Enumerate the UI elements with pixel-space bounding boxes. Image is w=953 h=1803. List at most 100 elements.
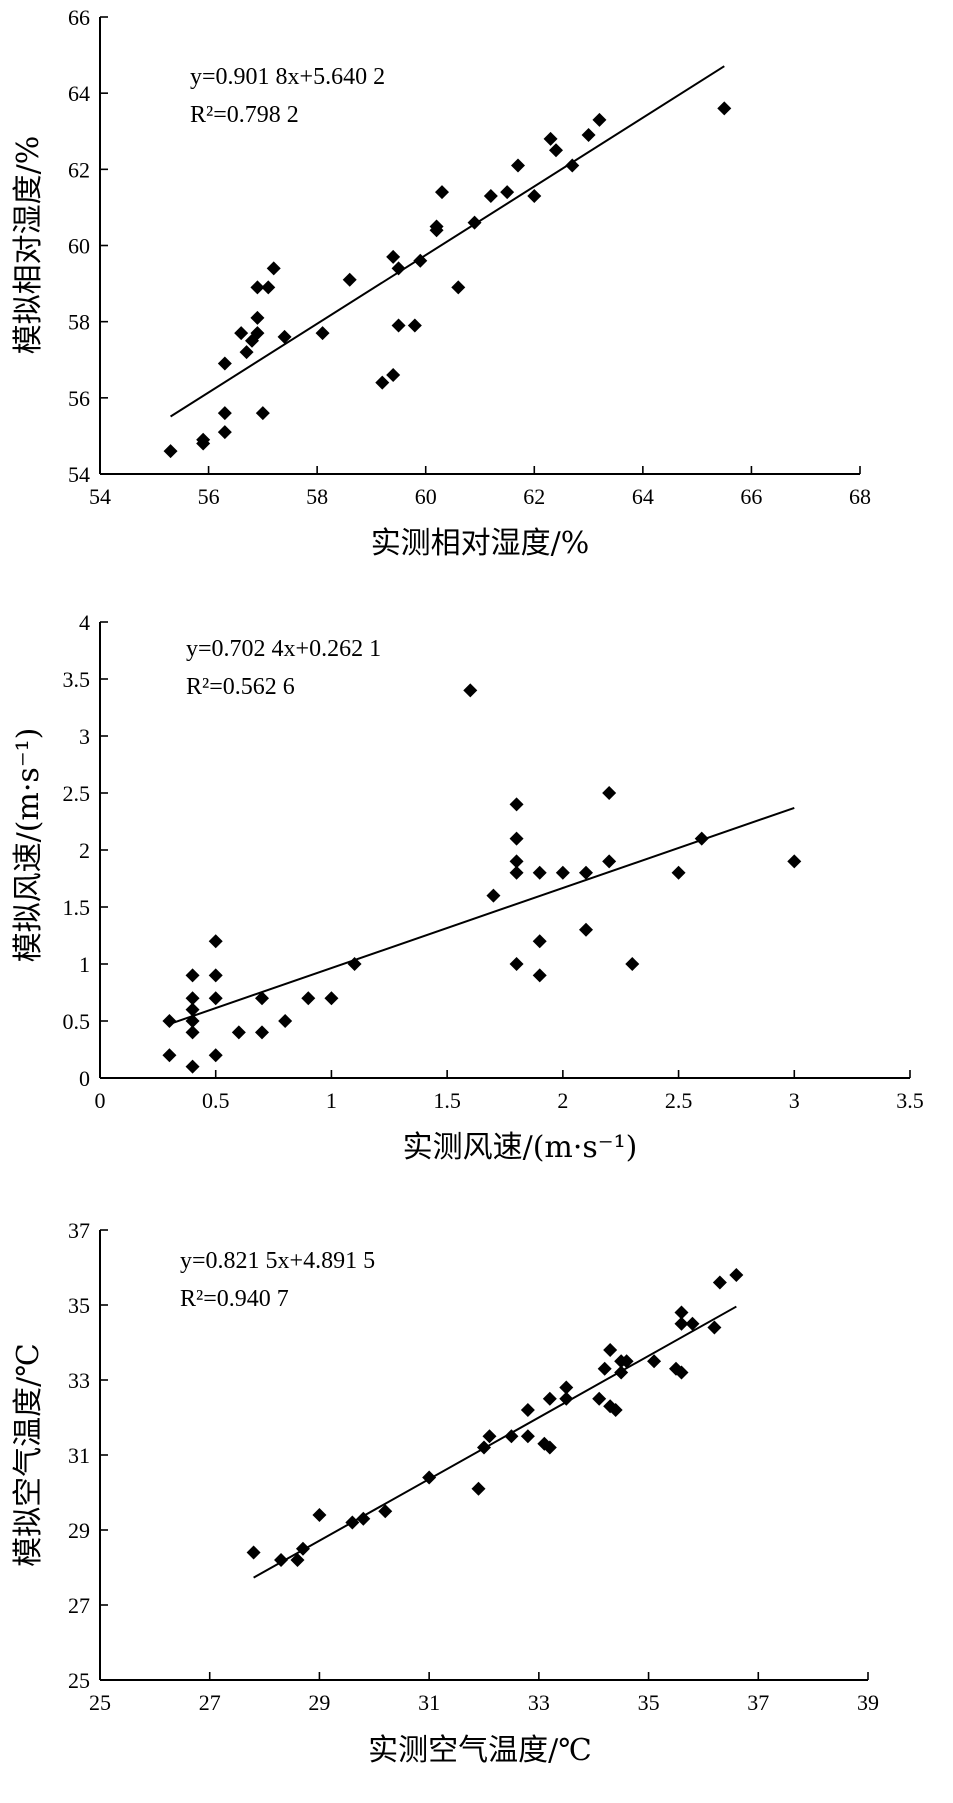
data-point xyxy=(378,1504,393,1519)
data-point xyxy=(231,1025,246,1040)
data-point xyxy=(386,249,401,264)
data-point xyxy=(274,1553,289,1567)
data-point xyxy=(347,957,362,971)
y-tick-label: 1.5 xyxy=(63,895,91,920)
y-tick-label: 60 xyxy=(68,234,90,259)
data-point xyxy=(467,215,482,230)
data-point xyxy=(217,425,232,440)
x-tick-label: 2.5 xyxy=(665,1088,693,1113)
x-tick-label: 35 xyxy=(638,1690,660,1715)
data-point xyxy=(712,1275,727,1290)
air-temperature-chart: 25 27 29 31 33 35 37 39 25 27 29 31 33 35 37 实测空气温度/℃ 模拟… xyxy=(11,1218,879,1768)
data-point xyxy=(208,1048,223,1063)
data-point xyxy=(532,934,547,949)
data-point xyxy=(674,1365,689,1380)
data-point xyxy=(509,831,524,846)
y-tick-label: 3.5 xyxy=(63,667,91,692)
data-point xyxy=(602,854,617,869)
data-point xyxy=(555,865,570,880)
data-point xyxy=(592,112,607,127)
data-point xyxy=(559,1391,574,1406)
data-point xyxy=(413,253,428,268)
data-point xyxy=(185,991,200,1006)
x-tick-label: 62 xyxy=(523,484,545,509)
data-point xyxy=(532,865,547,880)
humidity-chart: 54 56 58 60 62 64 66 68 54 56 58 60 62 64 66 实测相对湿度/% 模拟… xyxy=(11,5,871,561)
x-axis-title: 实测空气温度/℃ xyxy=(368,1733,592,1768)
r-squared-label: R²=0.940 7 xyxy=(180,1286,289,1312)
data-point xyxy=(208,968,223,983)
data-point xyxy=(608,1403,623,1417)
data-point xyxy=(504,1429,519,1444)
data-point xyxy=(787,854,802,869)
y-axis-title: 模拟风速/(m·s⁻¹) xyxy=(11,728,46,963)
data-point xyxy=(511,158,525,173)
x-tick-label: 64 xyxy=(632,484,654,509)
y-tick-label: 35 xyxy=(68,1293,90,1318)
regression-equation: y=0.901 8x+5.640 2 xyxy=(190,64,385,90)
data-point xyxy=(435,185,449,200)
data-point xyxy=(407,318,422,333)
y-tick-label: 0 xyxy=(79,1066,90,1091)
x-tick-label: 58 xyxy=(306,484,328,509)
y-tick-label: 56 xyxy=(68,386,90,411)
data-point xyxy=(375,375,390,390)
data-point xyxy=(185,1014,200,1028)
y-tick-label: 66 xyxy=(68,5,90,30)
data-point xyxy=(463,683,478,698)
data-point xyxy=(671,865,686,880)
data-point xyxy=(185,1059,200,1074)
x-tick-label: 25 xyxy=(89,1690,111,1715)
y-tick-label: 25 xyxy=(68,1668,90,1693)
data-point xyxy=(482,1429,497,1444)
y-tick-label: 58 xyxy=(68,310,90,335)
x-axis-title: 实测相对湿度/% xyxy=(371,526,590,561)
y-tick-label: 62 xyxy=(68,157,90,182)
data-point xyxy=(162,1048,177,1063)
x-tick-label: 33 xyxy=(528,1690,550,1715)
x-tick-label: 60 xyxy=(415,484,437,509)
data-point xyxy=(729,1268,744,1282)
data-point xyxy=(486,888,501,903)
data-point xyxy=(674,1305,689,1320)
regression-equation: y=0.821 5x+4.891 5 xyxy=(180,1248,375,1274)
data-point xyxy=(542,1440,557,1455)
data-point xyxy=(185,1025,200,1040)
y-tick-label: 27 xyxy=(68,1593,90,1618)
regression-line xyxy=(169,806,795,1026)
data-point xyxy=(520,1429,535,1444)
data-point xyxy=(255,1025,269,1040)
data-point xyxy=(509,865,524,880)
data-point xyxy=(217,356,232,371)
x-tick-label: 1 xyxy=(326,1088,337,1113)
data-point xyxy=(549,143,563,158)
data-point xyxy=(509,797,524,812)
data-point xyxy=(250,310,265,325)
data-point xyxy=(483,188,498,203)
x-tick-label: 39 xyxy=(857,1690,879,1715)
data-point xyxy=(619,1354,634,1369)
data-point xyxy=(250,280,265,295)
wind-speed-chart: 0 0.5 1 1.5 2 2.5 3 3.5 0 0.5 1 1.5 2 2.5 3 3.5 4 实测风速/(m… xyxy=(11,610,924,1165)
data-point xyxy=(477,1440,491,1455)
data-point xyxy=(707,1320,722,1335)
data-point xyxy=(295,1541,310,1556)
data-point xyxy=(717,101,732,116)
data-point xyxy=(261,280,276,295)
data-point xyxy=(315,326,330,341)
data-point xyxy=(543,131,558,146)
data-point xyxy=(162,1014,177,1028)
data-point xyxy=(246,1545,261,1560)
data-point xyxy=(301,991,316,1006)
data-point xyxy=(208,991,223,1006)
data-point xyxy=(527,188,542,203)
data-point xyxy=(500,185,515,200)
data-point xyxy=(196,432,211,447)
y-tick-label: 2 xyxy=(79,838,90,863)
y-tick-label: 31 xyxy=(68,1443,90,1468)
data-point xyxy=(451,280,466,295)
y-tick-label: 0.5 xyxy=(63,1009,91,1034)
y-axis-title: 模拟空气温度/℃ xyxy=(11,1343,46,1567)
data-point xyxy=(694,831,709,846)
